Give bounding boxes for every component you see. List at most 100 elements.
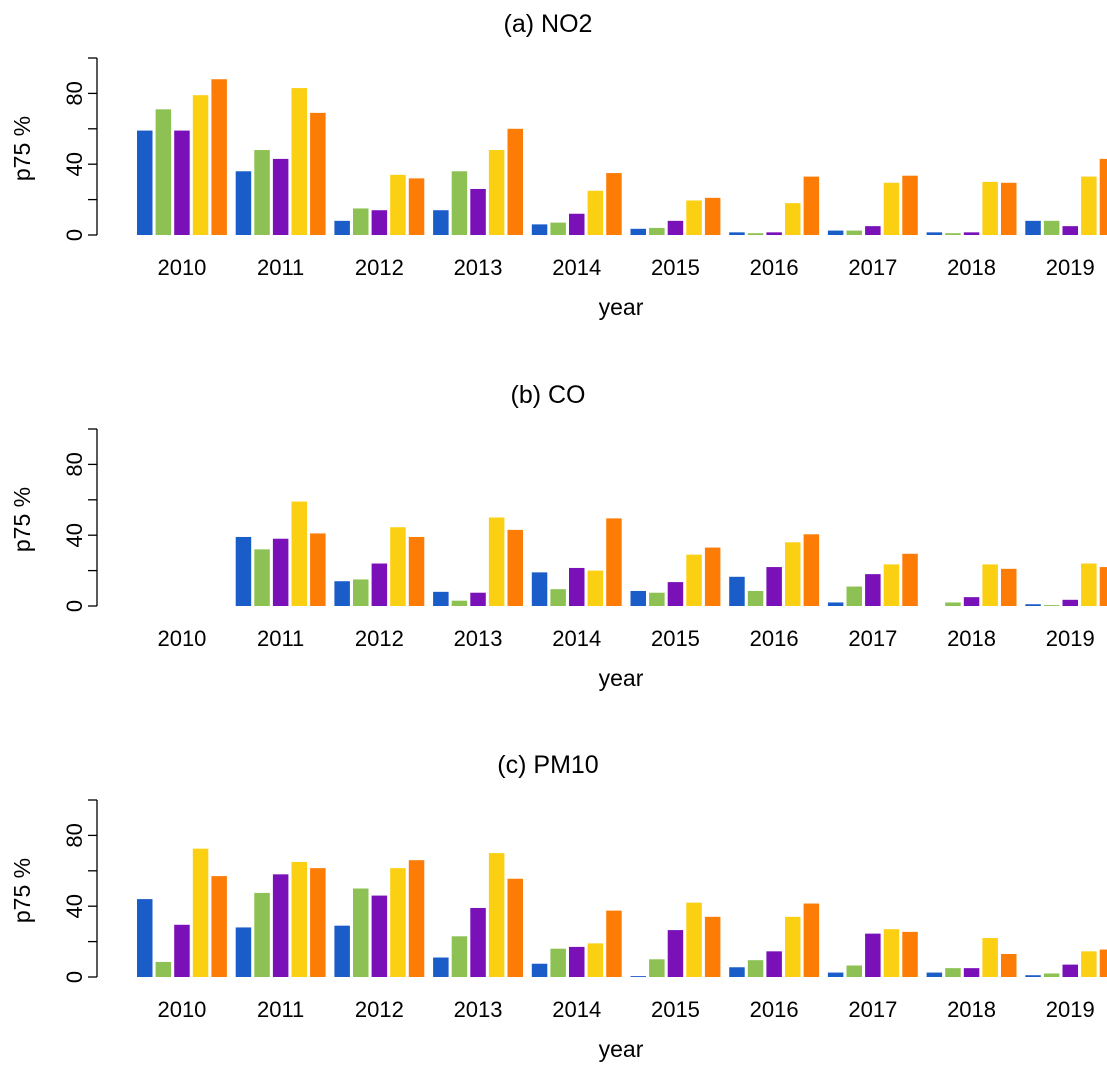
x-tick-label: 2014	[552, 255, 601, 280]
bar-2016-series-2	[747, 960, 764, 977]
x-tick-label: 2018	[947, 626, 996, 651]
y-axis-label: p75 %	[9, 487, 35, 552]
bar-2013-series-4	[488, 150, 505, 235]
bar-2013-series-5	[507, 128, 523, 235]
y-axis-label: p75 %	[9, 116, 35, 181]
x-tick-label: 2015	[651, 626, 700, 651]
x-tick-label: 2016	[750, 255, 799, 280]
bar-2015-series-5	[704, 197, 721, 235]
bar-2017-series-2	[846, 586, 862, 606]
bar-2019-series-2	[1043, 605, 1060, 606]
x-axis-label: year	[599, 665, 644, 691]
bar-2018-series-1	[926, 972, 943, 977]
bar-2012-series-2	[353, 579, 369, 606]
bar-2013-series-3	[470, 907, 486, 977]
y-tick-label: 80	[62, 452, 87, 476]
bar-2015-series-1	[630, 228, 646, 235]
bar-2016-series-5	[803, 176, 820, 235]
bar-2018-series-4	[982, 181, 998, 235]
bar-2015-series-3	[667, 582, 684, 606]
bar-2012-series-4	[390, 174, 406, 235]
bar-2016-series-1	[729, 967, 745, 977]
bar-2010-series-2	[155, 109, 172, 235]
x-tick-label: 2019	[1046, 255, 1095, 280]
x-tick-label: 2011	[257, 997, 304, 1022]
bar-2017-series-1	[827, 230, 844, 235]
x-axis-label: year	[599, 1036, 644, 1062]
bar-2019-series-1	[1025, 220, 1041, 235]
bar-2018-series-4	[982, 564, 998, 606]
bar-2011-series-2	[254, 150, 270, 235]
bar-2015-series-4	[686, 200, 702, 235]
bar-2015-series-1	[630, 590, 646, 606]
bar-2015-series-2	[649, 227, 665, 235]
bar-2016-series-1	[729, 232, 745, 235]
bar-2014-series-1	[531, 572, 548, 606]
y-tick-label: 80	[62, 81, 87, 105]
bar-2014-series-3	[569, 213, 585, 235]
x-tick-label: 2010	[157, 255, 206, 280]
bar-2011-series-5	[310, 112, 326, 235]
bar-2017-series-2	[846, 230, 862, 235]
bar-2012-series-2	[353, 208, 369, 235]
bar-2013-series-2	[451, 936, 468, 977]
bar-2012-series-5	[408, 536, 425, 606]
bar-2013-series-2	[451, 600, 468, 606]
bar-2018-series-5	[1001, 568, 1017, 606]
y-tick-label: 40	[62, 523, 87, 547]
bar-2010-series-4	[192, 848, 209, 977]
bar-2011-series-3	[272, 158, 289, 235]
bar-2017-series-4	[883, 564, 900, 606]
x-tick-label: 2012	[355, 626, 404, 651]
x-tick-label: 2018	[947, 255, 996, 280]
bar-2016-series-3	[766, 951, 782, 977]
bar-2012-series-4	[390, 527, 406, 606]
bar-2016-series-2	[747, 233, 764, 235]
bar-2018-series-2	[945, 602, 961, 606]
bar-2012-series-1	[334, 581, 350, 606]
bar-2015-series-5	[704, 547, 721, 606]
bar-2013-series-4	[488, 853, 505, 977]
bar-2017-series-2	[846, 965, 862, 977]
bar-2016-series-4	[785, 203, 801, 235]
bar-2010-series-3	[174, 924, 190, 977]
bar-2013-series-1	[433, 210, 449, 235]
bar-2019-series-3	[1062, 599, 1078, 606]
bar-2011-series-2	[254, 892, 270, 977]
bar-2019-series-1	[1025, 604, 1041, 606]
bar-2016-series-5	[803, 903, 820, 977]
bar-2019-series-4	[1081, 563, 1097, 606]
y-axis-label: p75 %	[9, 858, 35, 923]
bar-2018-series-3	[963, 597, 980, 606]
bar-2017-series-3	[865, 574, 881, 606]
x-tick-label: 2017	[848, 997, 897, 1022]
bar-2016-series-3	[766, 232, 782, 235]
bar-2015-series-2	[649, 959, 665, 977]
x-tick-label: 2013	[454, 255, 503, 280]
bar-2017-series-5	[902, 175, 918, 235]
x-tick-label: 2013	[454, 997, 503, 1022]
x-tick-label: 2015	[651, 997, 700, 1022]
bar-2016-series-1	[729, 576, 745, 606]
bar-2014-series-4	[587, 190, 604, 235]
bar-2019-series-3	[1062, 226, 1078, 235]
x-tick-label: 2014	[552, 626, 601, 651]
x-tick-label: 2019	[1046, 997, 1095, 1022]
bar-2011-series-3	[272, 538, 289, 606]
bar-2017-series-3	[865, 226, 881, 235]
bar-2011-series-4	[291, 501, 307, 606]
bar-2010-series-1	[137, 899, 153, 977]
bar-2016-series-3	[766, 567, 782, 606]
bar-2014-series-4	[587, 943, 604, 977]
bar-2012-series-3	[371, 895, 388, 977]
bar-2017-series-3	[865, 933, 881, 977]
chart-title: (a) NO2	[504, 10, 593, 38]
bar-2019-series-5	[1099, 949, 1107, 977]
bar-2016-series-4	[785, 916, 801, 977]
bar-2019-series-1	[1025, 975, 1041, 977]
x-tick-label: 2016	[750, 997, 799, 1022]
bar-2015-series-2	[649, 592, 665, 606]
y-tick-label: 0	[62, 971, 87, 983]
bar-2016-series-2	[747, 590, 764, 606]
